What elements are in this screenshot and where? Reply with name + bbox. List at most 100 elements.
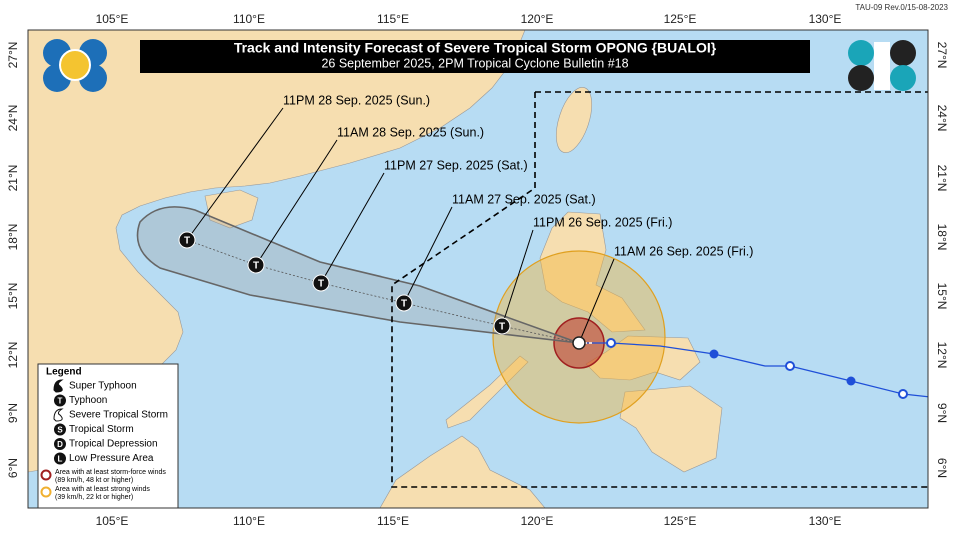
legend-note-detail: (89 km/h, 48 kt or higher) xyxy=(55,477,133,484)
typhoon-marker xyxy=(247,256,265,274)
typhoon-marker xyxy=(395,294,413,312)
lon-label-bottom: 110°E xyxy=(233,514,265,528)
lat-label-left: 18°N xyxy=(6,224,20,251)
lat-label-right: 24°N xyxy=(935,105,949,132)
forecast-label: 11AM 28 Sep. 2025 (Sun.) xyxy=(337,125,484,139)
legend-label: Severe Tropical Storm xyxy=(69,410,168,421)
legend-note: Area with at least strong winds xyxy=(55,486,150,493)
land-palawan xyxy=(445,355,529,429)
past-position xyxy=(785,361,795,371)
lon-label-bottom: 130°E xyxy=(809,514,842,528)
legend-icon xyxy=(53,379,64,393)
typhoon-marker xyxy=(493,317,511,335)
par-boundary xyxy=(391,92,928,488)
lon-label-top: 125°E xyxy=(664,12,697,26)
marker-symbol: T xyxy=(401,299,407,310)
subtitle: 26 September 2025, 2PM Tropical Cyclone … xyxy=(321,56,628,70)
graticule-labels: 105°E 105°E 110°E 110°E 115°E 115°E 120°E 120°E… xyxy=(6,12,949,528)
lat-label-left: 24°N xyxy=(6,105,20,132)
marker-symbol: T xyxy=(499,322,505,333)
forecast-label: 11PM 27 Sep. 2025 (Sat.) xyxy=(384,158,528,172)
legend: Legend Super Typhoon T Typhoon Severe Tropic… xyxy=(40,367,168,501)
lon-label-bottom: 105°E xyxy=(96,514,129,528)
land-borneo xyxy=(379,435,546,508)
label-leader xyxy=(320,172,385,284)
legend-label: Typhoon xyxy=(69,395,107,406)
label-leader xyxy=(255,139,338,266)
legend-area-icon xyxy=(40,486,52,498)
title: Track and Intensity Forecast of Severe T… xyxy=(234,40,717,56)
lon-label-top: 120°E xyxy=(521,12,554,26)
forecast-label: 11PM 28 Sep. 2025 (Sun.) xyxy=(283,93,430,107)
lat-label-right: 21°N xyxy=(935,165,949,192)
lat-label-right: 6°N xyxy=(935,458,949,478)
land-hainan xyxy=(204,189,259,229)
legend-icon xyxy=(54,452,66,465)
pagasa-logo xyxy=(43,39,107,92)
lat-label-right: 27°N xyxy=(935,42,949,69)
lat-label-right: 9°N xyxy=(935,403,949,423)
lon-label-bottom: 115°E xyxy=(377,514,409,528)
land-mindanao xyxy=(619,385,723,473)
lat-label-right: 18°N xyxy=(935,224,949,251)
legend-note-detail: (39 km/h, 22 kt or higher) xyxy=(55,494,133,501)
land-taiwan xyxy=(555,87,593,153)
past-position xyxy=(846,376,856,386)
past-track xyxy=(579,342,928,398)
typhoon-marker xyxy=(178,231,196,249)
legend-icon xyxy=(54,438,66,450)
marker-symbol: T xyxy=(318,279,324,290)
land-luzon xyxy=(539,211,646,333)
legend-symbol: S xyxy=(57,426,63,435)
lat-label-left: 6°N xyxy=(6,458,20,478)
past-position xyxy=(709,349,719,359)
lon-label-top: 105°E xyxy=(96,12,129,26)
label-leader xyxy=(186,107,284,241)
lon-label-bottom: 120°E xyxy=(521,514,554,528)
past-position xyxy=(606,338,616,348)
forecast-track xyxy=(186,239,580,344)
forecast-layer: 11AM 26 Sep. 2025 (Fri.) 11PM 26 Sep. 202… xyxy=(178,93,753,350)
legend-label: Low Pressure Area xyxy=(69,453,154,464)
legend-label: Tropical Storm xyxy=(69,424,134,435)
marker-symbol: T xyxy=(253,261,259,272)
lon-label-top: 130°E xyxy=(809,12,842,26)
legend-label: Super Typhoon xyxy=(69,381,137,392)
marker-symbol: T xyxy=(184,236,190,247)
label-leader xyxy=(578,258,615,344)
lon-label-top: 115°E xyxy=(377,12,409,26)
legend-symbol: L xyxy=(58,455,63,464)
typhoon-marker xyxy=(312,274,330,292)
title-bar xyxy=(140,40,810,73)
legend-area-icon xyxy=(40,469,52,481)
lat-label-left: 15°N xyxy=(6,283,20,310)
legend-note: Area with at least storm-force winds xyxy=(55,469,166,476)
legend-symbol: D xyxy=(57,440,63,449)
forecast-cone xyxy=(136,206,580,344)
legend-icon xyxy=(54,394,66,407)
legend-icon xyxy=(53,408,64,422)
lon-label-bottom: 125°E xyxy=(664,514,697,528)
lat-label-left: 9°N xyxy=(6,403,20,423)
label-leader xyxy=(501,229,534,327)
map-frame xyxy=(27,29,929,509)
forecast-label: 11AM 26 Sep. 2025 (Fri.) xyxy=(614,244,753,258)
lat-label-left: 12°N xyxy=(6,342,20,369)
legend-label: Tropical Depression xyxy=(69,439,158,450)
lat-label-right: 15°N xyxy=(935,283,949,310)
current-position xyxy=(572,336,586,350)
bp-logo xyxy=(848,40,916,91)
lon-label-top: 110°E xyxy=(233,12,265,26)
legend-title: Legend xyxy=(46,367,82,378)
legend-symbol: T xyxy=(58,397,63,406)
forecast-label: 11PM 26 Sep. 2025 (Fri.) xyxy=(533,215,672,229)
legend-icon xyxy=(54,423,66,436)
lat-label-left: 21°N xyxy=(6,165,20,192)
lat-label-left: 27°N xyxy=(6,42,20,69)
past-position xyxy=(898,389,908,399)
map-area: 11AM 26 Sep. 2025 (Fri.) 11PM 26 Sep. 202… xyxy=(28,30,928,508)
label-leader xyxy=(403,206,453,304)
revision-code: TAU-09 Rev.0/15-08-2023 xyxy=(855,3,948,12)
forecast-label: 11AM 27 Sep. 2025 (Sat.) xyxy=(452,192,596,206)
